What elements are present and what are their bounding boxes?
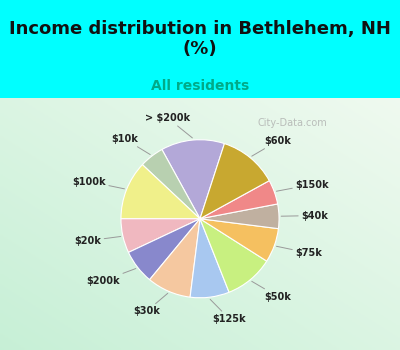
Text: > $200k: > $200k <box>145 113 192 138</box>
Text: $75k: $75k <box>276 246 322 258</box>
Wedge shape <box>128 219 200 280</box>
Wedge shape <box>190 219 229 298</box>
Text: $50k: $50k <box>252 281 291 302</box>
Text: $125k: $125k <box>210 299 246 324</box>
Wedge shape <box>200 204 279 229</box>
Text: $10k: $10k <box>111 134 150 155</box>
Text: $150k: $150k <box>276 180 329 191</box>
Wedge shape <box>200 219 278 261</box>
Text: $30k: $30k <box>133 293 168 316</box>
Text: City-Data.com: City-Data.com <box>257 118 327 128</box>
Wedge shape <box>121 219 200 252</box>
Wedge shape <box>200 219 267 292</box>
Text: Income distribution in Bethlehem, NH
(%): Income distribution in Bethlehem, NH (%) <box>9 20 391 58</box>
Text: $20k: $20k <box>74 236 121 246</box>
Text: $60k: $60k <box>252 136 291 156</box>
Text: $200k: $200k <box>86 268 136 286</box>
Wedge shape <box>121 164 200 219</box>
Wedge shape <box>142 149 200 219</box>
Text: $40k: $40k <box>281 211 328 220</box>
Wedge shape <box>200 181 278 219</box>
Wedge shape <box>162 140 224 219</box>
Wedge shape <box>150 219 200 297</box>
Wedge shape <box>200 144 269 219</box>
Text: $100k: $100k <box>72 176 124 189</box>
Text: All residents: All residents <box>151 79 249 93</box>
